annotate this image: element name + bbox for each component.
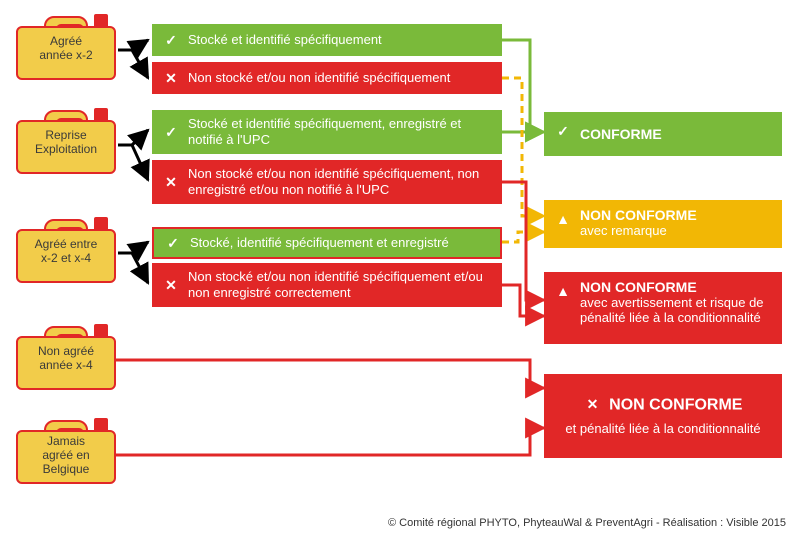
check-icon: ✓: [162, 31, 180, 49]
outcome-title: CONFORME: [580, 127, 662, 142]
check-icon: ✓: [164, 234, 182, 252]
check-icon: ✓: [162, 123, 180, 141]
source-agree-x2-x4: Agréé entrex-2 et x-4: [16, 219, 116, 289]
cond-c5: ✓ Stocké, identifié spécifiquement et en…: [152, 227, 502, 259]
cond-text: Stocké et identifié spécifiquement, enre…: [188, 116, 492, 148]
source-label: Jamaisagréé enBelgique: [20, 434, 112, 476]
outcome-sub: avec remarque: [580, 223, 667, 238]
source-reprise: RepriseExploitation: [16, 110, 116, 180]
footer-credit: © Comité régional PHYTO, PhyteauWal & Pr…: [388, 517, 786, 529]
outcome-title: NON CONFORME: [580, 279, 697, 295]
source-label: Agréé entrex-2 et x-4: [20, 237, 112, 265]
cross-icon: ✕: [162, 69, 180, 87]
cond-c2: ✕ Non stocké et/ou non identifié spécifi…: [152, 62, 502, 94]
cross-icon: ✕: [162, 276, 180, 294]
outcome-sub: et pénalité liée à la conditionnalité: [565, 421, 760, 436]
source-jamais-be: Jamaisagréé enBelgique: [16, 420, 116, 500]
source-label: RepriseExploitation: [20, 128, 112, 156]
outcome-conforme: ✓ CONFORME: [544, 112, 782, 156]
cond-text: Stocké, identifié spécifiquement et enre…: [190, 235, 449, 251]
outcome-title: NON CONFORME: [580, 207, 697, 223]
outcome-sub: avec avertissement et risque de pénalité…: [580, 295, 764, 325]
source-agree-x2: Agrééannée x-2: [16, 16, 116, 86]
source-label: Agrééannée x-2: [20, 34, 112, 62]
cond-c1: ✓ Stocké et identifié spécifiquement: [152, 24, 502, 56]
cross-icon: ✕: [162, 173, 180, 191]
cross-icon: ✕: [584, 397, 602, 415]
cond-text: Non stocké et/ou non identifié spécifiqu…: [188, 166, 492, 198]
outcome-nonconf-remarque: ▲ NON CONFORME avec remarque: [544, 200, 782, 248]
cond-text: Non stocké et/ou non identifié spécifiqu…: [188, 70, 450, 86]
source-label: Non agrééannée x-4: [20, 344, 112, 372]
check-icon: ✓: [554, 122, 572, 140]
source-non-agree-x4: Non agrééannée x-4: [16, 326, 116, 396]
outcome-nonconf-penalite: ✕ NON CONFORME et pénalité liée à la con…: [544, 374, 782, 458]
cond-text: Stocké et identifié spécifiquement: [188, 32, 382, 48]
warning-icon: ▲: [554, 210, 572, 228]
cond-c6: ✕ Non stocké et/ou non identifié spécifi…: [152, 263, 502, 307]
cond-c3: ✓ Stocké et identifié spécifiquement, en…: [152, 110, 502, 154]
outcome-nonconf-avert: ▲ NON CONFORME avec avertissement et ris…: [544, 272, 782, 344]
cond-c4: ✕ Non stocké et/ou non identifié spécifi…: [152, 160, 502, 204]
cond-text: Non stocké et/ou non identifié spécifiqu…: [188, 269, 492, 301]
warning-icon: ▲: [554, 282, 572, 300]
outcome-title: NON CONFORME: [609, 396, 742, 413]
